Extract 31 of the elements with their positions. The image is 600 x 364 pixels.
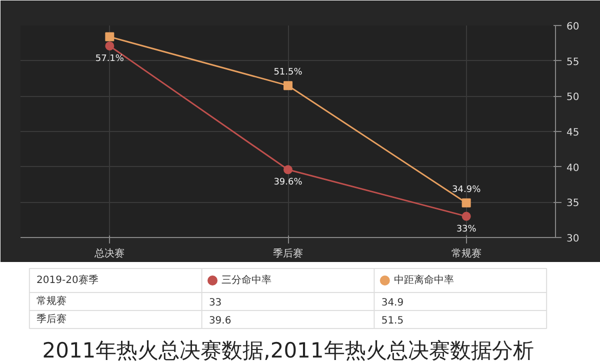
point xyxy=(284,165,292,174)
point xyxy=(284,81,292,90)
text: 33 xyxy=(208,298,222,308)
text: 39.6 xyxy=(208,316,232,326)
y-tick-label: 45 xyxy=(566,128,580,138)
text: 51.5 xyxy=(381,316,404,326)
x-tick-label: 常规赛 xyxy=(451,248,482,260)
data-label: 51.5% xyxy=(274,68,303,78)
y-tick-label: 35 xyxy=(566,198,580,210)
text: 常规赛 xyxy=(36,295,67,307)
point xyxy=(105,42,114,50)
point xyxy=(462,212,471,221)
y-tick-label: 40 xyxy=(566,162,580,174)
y-tick-label: 60 xyxy=(566,22,580,32)
legend-label: 中距离命中率 xyxy=(394,274,454,286)
point xyxy=(105,32,114,42)
data-label: 39.6% xyxy=(274,178,303,188)
data-label: 34.9% xyxy=(452,184,482,195)
legend-label: 三分命中率 xyxy=(221,274,272,286)
y-tick-label: 50 xyxy=(566,92,580,104)
data-label: 33% xyxy=(456,224,477,234)
data-label: 57.1% xyxy=(95,54,124,64)
legend-title: 2019-20赛季 xyxy=(36,274,98,286)
x-tick-label: 总决赛 xyxy=(94,248,125,260)
text: 34.9 xyxy=(381,298,404,308)
x-tick-label: 季后赛 xyxy=(273,248,303,260)
y-tick-label: 55 xyxy=(566,56,580,68)
text: 季后赛 xyxy=(36,313,67,325)
y-tick-label: 30 xyxy=(566,234,580,244)
point xyxy=(462,198,471,208)
text: 2011年热火总决赛数据,2011年热火总决赛数据分析 xyxy=(42,338,534,362)
